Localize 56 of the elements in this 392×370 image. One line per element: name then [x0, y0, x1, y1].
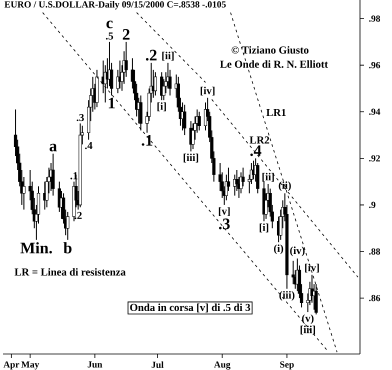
annotation: .1: [142, 135, 152, 146]
x-tick-label: Jun: [88, 361, 102, 368]
annotation: b: [63, 242, 72, 254]
annotation: .2: [146, 50, 157, 61]
y-tick-label: .9: [369, 202, 376, 208]
x-tick-label: Aug: [214, 361, 230, 370]
annotation: a: [50, 144, 57, 152]
annotation: Min.: [20, 242, 52, 254]
x-tick-label: Sep: [280, 361, 294, 370]
annotation: (i): [274, 244, 284, 254]
annotation: [i]: [260, 224, 268, 232]
x-tick-label: Jul: [152, 361, 164, 368]
annotation: (iv): [290, 246, 305, 256]
annotation: 1: [108, 98, 115, 108]
annotation: [iii]: [300, 326, 316, 334]
y-tick-label: .94: [369, 108, 380, 115]
annotation: .4: [250, 145, 262, 156]
y-tick-label: .96: [369, 62, 380, 68]
candlestick: [292, 260, 295, 285]
annotation: Onda in corsa [v] di .5 di 3: [130, 304, 250, 312]
candlestick: [52, 153, 55, 196]
annotation: [iii]: [184, 154, 198, 162]
y-tick-label: .86: [369, 294, 380, 302]
annotation: LR1: [266, 108, 286, 116]
annotation: [i]: [157, 102, 166, 112]
annotation: .5: [106, 32, 114, 40]
annotation: [v]: [218, 207, 230, 216]
chart-title: EURO / U.S.DOLLAR-Daily 09/15/2000 C=.8538 -.0105: [4, 0, 226, 10]
annotation: © Tiziano Giusto: [232, 46, 308, 54]
y-tick-label: .98: [369, 15, 380, 22]
annotation: 2: [122, 29, 130, 40]
annotation: (iii): [279, 291, 294, 301]
annotation: (v): [302, 314, 314, 324]
candlestick: [198, 111, 201, 131]
annotation: .3: [219, 218, 230, 230]
annotation: LR = Linea di resistenza: [14, 268, 126, 276]
annotation: .3: [76, 114, 84, 122]
candlestick: [183, 104, 186, 136]
annotation: .2: [74, 212, 82, 220]
annotation: [iv]: [200, 86, 215, 96]
annotation: LR2: [250, 136, 270, 144]
annotation: c: [106, 20, 113, 28]
candlestick: [314, 284, 318, 315]
annotation: [iv]: [305, 264, 319, 273]
candlestick: [139, 94, 142, 131]
annotation: [ii]: [162, 52, 174, 61]
annotation: Le Onde di R. N. Elliott: [220, 60, 328, 68]
y-tick-label: .88: [369, 248, 380, 255]
annotation: [ii]: [262, 172, 274, 182]
x-tick-label: May: [21, 361, 40, 370]
candlestick: [154, 72, 158, 96]
y-tick-label: .92: [369, 155, 380, 162]
annotation: .1: [70, 172, 78, 180]
x-tick-label: Apr: [3, 361, 20, 370]
annotation: .4: [85, 142, 92, 150]
candlestick: [256, 162, 260, 194]
